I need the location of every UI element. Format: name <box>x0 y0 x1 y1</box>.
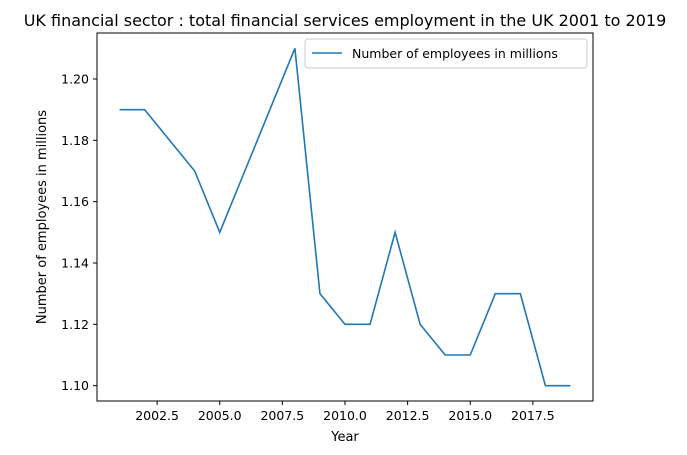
x-axis-label: Year <box>330 430 359 445</box>
x-tick-label: 2010.0 <box>323 408 367 423</box>
chart-title: UK financial sector : total financial se… <box>24 11 667 30</box>
x-tick-label: 2002.5 <box>135 408 179 423</box>
y-tick-label: 1.16 <box>61 194 89 209</box>
x-tick-label: 2015.0 <box>448 408 492 423</box>
x-tick-label: 2007.5 <box>260 408 304 423</box>
x-tick-label: 2017.5 <box>511 408 555 423</box>
legend-label: Number of employees in millions <box>352 46 558 61</box>
x-axis-ticks: 2002.5 2005.0 2007.5 2010.0 2012.5 2015.0 2017… <box>135 401 555 423</box>
plot-area <box>96 32 594 402</box>
y-tick-label: 1.10 <box>61 378 89 393</box>
x-tick-label: 2012.5 <box>386 408 430 423</box>
legend: Number of employees in millions <box>304 38 588 69</box>
y-tick-label: 1.18 <box>61 133 89 148</box>
y-tick-label: 1.14 <box>61 256 89 271</box>
y-axis-ticks: 1.10 1.12 1.14 1.16 1.18 1.20 <box>61 72 97 393</box>
x-tick-label: 2005.0 <box>198 408 242 423</box>
y-tick-label: 1.12 <box>61 317 89 332</box>
y-tick-label: 1.20 <box>61 72 89 87</box>
y-axis-label: Number of employees in millions <box>35 110 50 324</box>
legend-box <box>304 38 588 69</box>
series-line-employees <box>119 48 571 387</box>
